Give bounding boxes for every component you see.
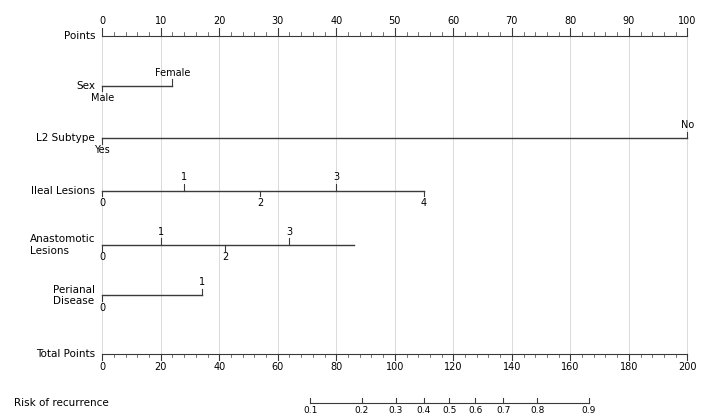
Text: 0: 0 [99,198,105,208]
Text: 2: 2 [222,252,228,262]
Text: 0: 0 [99,252,105,262]
Text: 50: 50 [388,16,401,26]
Text: 2: 2 [257,198,264,208]
Text: 60: 60 [271,362,284,372]
Text: Total Points: Total Points [36,349,95,359]
Text: 100: 100 [386,362,404,372]
Text: 1: 1 [181,172,188,182]
Text: 140: 140 [503,362,521,372]
Text: 0.3: 0.3 [388,406,403,414]
Text: 200: 200 [678,362,697,372]
Text: Risk of recurrence: Risk of recurrence [14,398,109,408]
Text: 3: 3 [333,172,339,182]
Text: No: No [681,120,694,130]
Text: 0: 0 [99,303,105,313]
Text: 160: 160 [561,362,580,372]
Text: Sex: Sex [76,81,95,91]
Text: 30: 30 [271,16,284,26]
Text: Points: Points [63,31,95,41]
Text: 0: 0 [99,16,105,26]
Text: Yes: Yes [94,145,110,155]
Text: Female: Female [155,67,190,78]
Text: 180: 180 [620,362,638,372]
Text: 60: 60 [447,16,460,26]
Text: 10: 10 [154,16,167,26]
Text: 0.9: 0.9 [582,406,596,414]
Text: 80: 80 [330,362,343,372]
Text: L2 Subtype: L2 Subtype [37,133,95,143]
Text: 1: 1 [158,227,164,237]
Text: 0.1: 0.1 [303,406,317,414]
Text: 0.2: 0.2 [355,406,369,414]
Text: 0.4: 0.4 [417,406,431,414]
Text: Ileal Lesions: Ileal Lesions [31,186,95,196]
Text: 90: 90 [623,16,635,26]
Text: 80: 80 [564,16,577,26]
Text: Anastomotic
Lesions: Anastomotic Lesions [30,234,95,256]
Text: 100: 100 [678,16,697,26]
Text: 1: 1 [199,277,204,287]
Text: 20: 20 [213,16,226,26]
Text: Perianal
Disease: Perianal Disease [53,285,95,306]
Text: 0.6: 0.6 [468,406,482,414]
Text: 0: 0 [99,362,105,372]
Text: Male: Male [91,93,114,103]
Text: 40: 40 [330,16,343,26]
Text: 120: 120 [444,362,462,372]
Text: 0.8: 0.8 [530,406,544,414]
Text: 3: 3 [286,227,293,237]
Text: 40: 40 [213,362,226,372]
Text: 0.7: 0.7 [496,406,510,414]
Text: 70: 70 [505,16,518,26]
Text: 20: 20 [154,362,167,372]
Text: 4: 4 [421,198,427,208]
Text: 0.5: 0.5 [442,406,457,414]
